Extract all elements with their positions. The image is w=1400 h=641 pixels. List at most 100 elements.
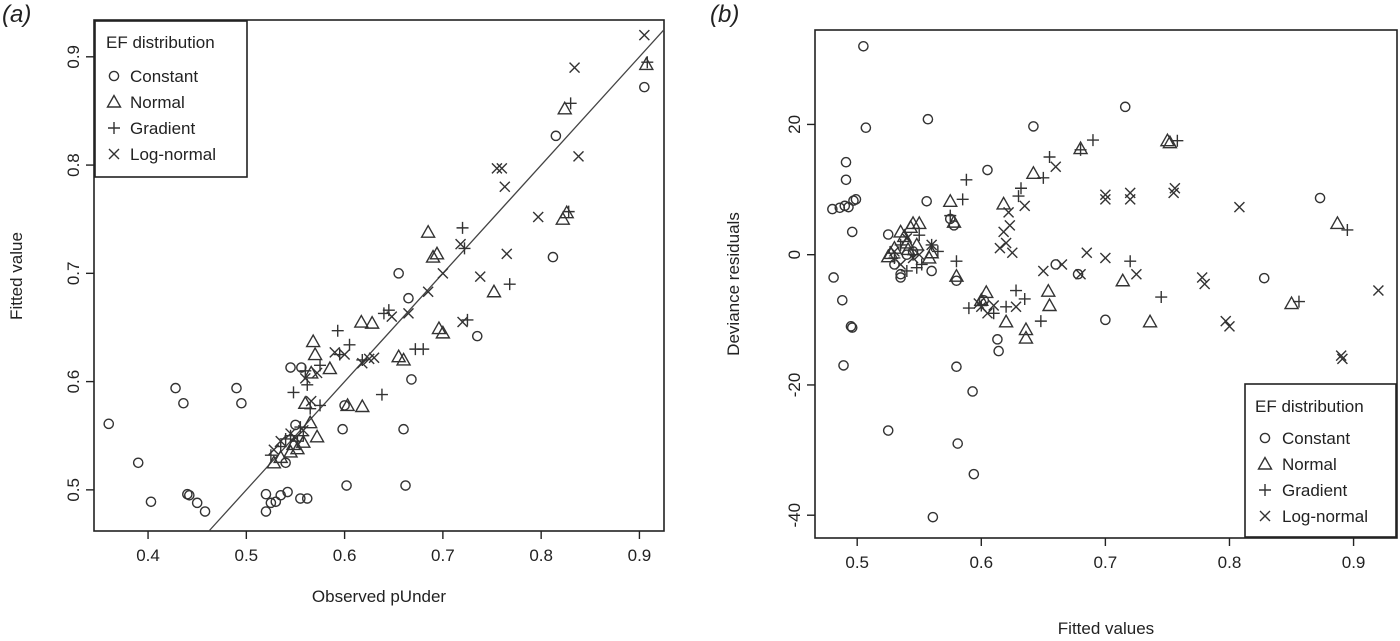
panel-b: (b) 0.5 0.6 0.7 0.8 0.9 -40 -20 0 20 Fitted val… (710, 1, 1398, 638)
data-point-lognormal (1335, 350, 1347, 362)
legend-symbol-gradient (108, 122, 120, 134)
data-point-lognormal (1169, 182, 1181, 194)
data-point-constant (882, 425, 894, 436)
plot-b-legend: EF distribution Constant Normal Gradient… (1244, 383, 1397, 538)
data-point-gradient (291, 435, 304, 448)
plot-a-legend-title: EF distribution (106, 33, 215, 52)
data-point-constant (182, 488, 193, 500)
x-tick-label: 0.8 (1218, 553, 1242, 572)
data-point-constant (845, 321, 857, 332)
data-point-constant (406, 374, 417, 385)
data-point-lognormal (1130, 268, 1142, 280)
data-point-gradient (562, 205, 575, 218)
data-point-normal (1040, 283, 1056, 297)
data-point-normal (995, 195, 1012, 210)
legend-symbol-constant (1259, 432, 1271, 444)
data-point-constant (951, 361, 962, 373)
data-point-lognormal (1099, 252, 1111, 264)
data-point-constant (295, 493, 306, 504)
data-point-constant (103, 418, 115, 430)
data-point-lognormal (1006, 247, 1018, 259)
data-point-normal (1159, 132, 1176, 147)
data-point-lognormal (569, 62, 581, 74)
data-point-gradient (1086, 134, 1099, 147)
plot-a-legend-lognormal: Log-normal (130, 145, 216, 164)
plot-b-x-axis: 0.5 0.6 0.7 0.8 0.9 (845, 538, 1365, 572)
legend-symbol-normal (106, 94, 122, 108)
data-point-normal (435, 324, 451, 339)
y-tick-label: 20 (785, 115, 804, 134)
data-point-lognormal (1019, 200, 1031, 212)
data-point-constant (639, 81, 650, 93)
data-point-constant (265, 497, 277, 509)
data-point-lognormal (491, 162, 503, 174)
data-point-lognormal (268, 444, 280, 456)
data-point-gradient (1043, 151, 1056, 163)
data-point-lognormal (305, 395, 317, 407)
data-point-constant (837, 294, 848, 306)
data-point-gradient (1015, 182, 1027, 195)
data-point-lognormal (1010, 301, 1022, 313)
data-point-constant (838, 360, 849, 371)
data-point-constant (282, 486, 293, 498)
data-point-gradient (503, 278, 516, 291)
data-point-constant (400, 480, 411, 491)
x-tick-label: 0.6 (333, 546, 357, 565)
data-point-lognormal (402, 307, 414, 319)
panel-a-label: (a) (2, 1, 31, 28)
data-point-constant (471, 330, 483, 342)
data-point-gradient (1341, 223, 1354, 236)
data-point-lognormal (356, 357, 368, 369)
data-point-constant (1314, 192, 1326, 204)
data-point-constant (550, 130, 562, 142)
data-point-gradient (331, 324, 344, 337)
data-point-normal (1115, 272, 1131, 287)
data-point-lognormal (1081, 247, 1093, 259)
data-point-constant (992, 334, 1003, 345)
data-point-gradient (375, 388, 388, 401)
data-point-constant (846, 226, 858, 238)
data-point-lognormal (907, 252, 919, 264)
data-point-lognormal (386, 311, 398, 323)
data-point-lognormal (1050, 161, 1062, 173)
data-point-lognormal (913, 249, 925, 261)
data-point-lognormal (901, 232, 913, 244)
data-point-lognormal (299, 372, 311, 384)
data-point-normal (948, 268, 965, 282)
data-point-constant (145, 496, 157, 508)
y-tick-label: 0.6 (64, 370, 83, 394)
data-point-constant (184, 489, 195, 501)
data-point-constant (547, 251, 559, 263)
data-point-lognormal (275, 435, 287, 447)
data-point-gradient (1155, 291, 1168, 304)
data-point-lognormal (1099, 189, 1111, 201)
data-point-gradient (564, 97, 577, 110)
data-point-constant (290, 419, 301, 431)
data-point-gradient (888, 251, 901, 264)
data-point-lognormal (1075, 268, 1087, 280)
legend-symbol-constant (108, 70, 120, 82)
plot-a-y-axis: 0.5 0.6 0.7 0.8 0.9 (64, 45, 94, 502)
x-tick-label: 0.9 (1342, 553, 1366, 572)
data-point-lognormal (926, 239, 938, 251)
y-tick-label: 0.8 (64, 153, 83, 177)
data-point-lognormal (329, 346, 341, 358)
x-tick-label: 0.8 (529, 546, 553, 565)
data-point-constant (927, 511, 939, 523)
data-point-constant (403, 292, 414, 304)
data-point-constant (275, 489, 287, 501)
data-point-lognormal (895, 258, 907, 270)
data-point-gradient (987, 307, 1000, 320)
plot-a-x-title: Observed pUnder (312, 587, 447, 606)
plot-b-y-axis: -40 -20 0 20 (785, 115, 815, 527)
data-point-lognormal (573, 150, 584, 162)
x-tick-label: 0.6 (969, 553, 993, 572)
data-point-constant (840, 174, 852, 186)
legend-symbol-normal (1257, 456, 1273, 470)
data-point-lognormal (1056, 258, 1068, 270)
data-point-constant (285, 362, 296, 373)
data-point-gradient (299, 364, 312, 377)
data-point-gradient (417, 343, 430, 356)
data-point-normal (322, 360, 338, 375)
